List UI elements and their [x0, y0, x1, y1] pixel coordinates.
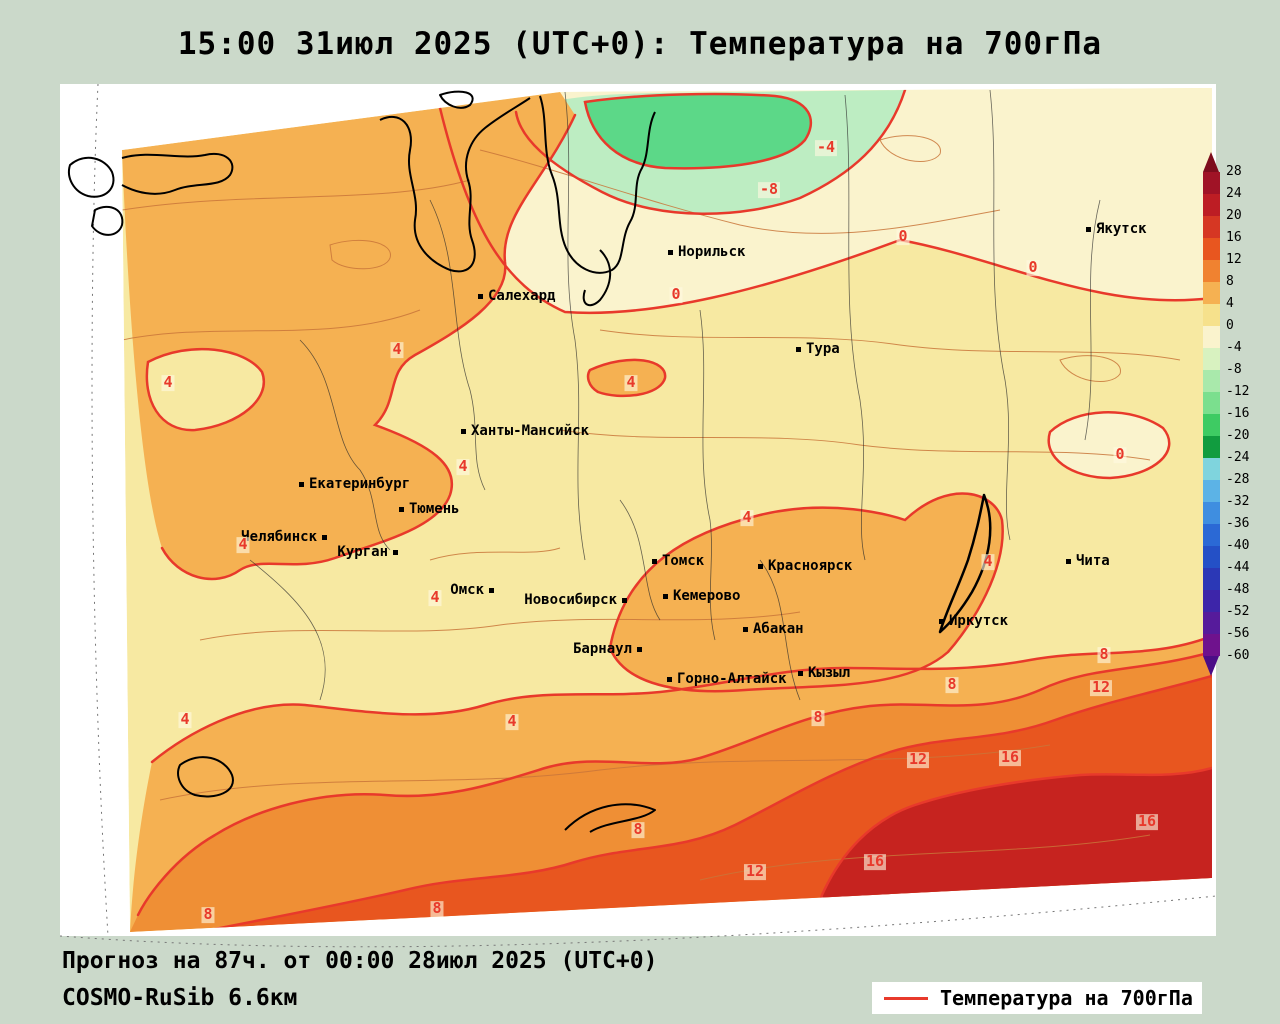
colorbar-segment	[1203, 348, 1220, 370]
colorbar-segment	[1203, 436, 1220, 458]
page-title: 15:00 31июл 2025 (UTC+0): Температура на…	[177, 26, 1103, 62]
colorbar-segment	[1203, 392, 1220, 414]
colorbar-segment	[1203, 524, 1220, 546]
colorbar-labels: 28 24 20 16 12 8 4 0 -4 -8 -12 -16 -20 -24 -28 -32 -36 -4…	[1226, 161, 1249, 667]
coastline-taz-bay	[539, 95, 656, 274]
band-minus4-0-east-pocket	[1048, 412, 1170, 478]
colorbar-tick-label: 24	[1226, 186, 1242, 201]
band-4-8-west	[122, 92, 575, 579]
major-contours	[136, 88, 1212, 932]
colorbar-tick-label: -20	[1226, 428, 1250, 443]
colorbar-segment	[1203, 612, 1220, 634]
colorbar-segment	[1203, 458, 1220, 480]
colorbar-segment	[1203, 172, 1220, 194]
band-below-minus8	[585, 94, 811, 169]
colorbar-tick-label: -36	[1226, 516, 1250, 531]
colorbar-tick-label: 28	[1226, 164, 1242, 179]
colorbar-segment	[1203, 634, 1220, 656]
coastline-west-edge	[121, 152, 234, 195]
legend-label: Температура на 700гПа	[940, 986, 1193, 1010]
colorbar-tick-label: -28	[1226, 472, 1250, 487]
model-domain	[122, 88, 1212, 932]
footer-model-line: COSMO-RuSib 6.6км	[62, 985, 298, 1011]
colorbar-tick-label: 16	[1226, 230, 1242, 245]
colorbar-segment	[1203, 590, 1220, 612]
minor-contours	[122, 135, 1181, 881]
colorbar-segment	[1203, 326, 1220, 348]
colorbar-segment	[1203, 370, 1220, 392]
footer-forecast-line: Прогноз на 87ч. от 00:00 28июл 2025 (UTC…	[62, 948, 658, 974]
colorbar-segment	[1203, 238, 1220, 260]
coastline-inlet	[582, 249, 612, 307]
colorbar-tick-label: -32	[1226, 494, 1250, 509]
colorbar-segments	[1203, 172, 1220, 656]
coastline-island-nw2	[91, 205, 124, 236]
colorbar-bottom-arrow	[1203, 656, 1219, 676]
lake-baikal	[938, 493, 992, 634]
band-0-4-west-pocket	[146, 349, 264, 431]
coastline-island-nw	[68, 156, 115, 198]
colorbar-segment	[1203, 260, 1220, 282]
colorbar-tick-label: -4	[1226, 340, 1242, 355]
graticule	[59, 83, 1217, 948]
colorbar-segment	[1203, 194, 1220, 216]
coastline-island	[439, 90, 474, 109]
colorbar-segment	[1203, 304, 1220, 326]
colorbar-tick-label: -16	[1226, 406, 1250, 421]
region-borders	[249, 89, 1101, 701]
colorbar-segment	[1203, 282, 1220, 304]
colorbar-tick-label: -40	[1226, 538, 1250, 553]
colorbar-tick-label: 4	[1226, 296, 1234, 311]
colorbar-tick-label: -60	[1226, 648, 1250, 663]
colorbar-tick-label: -8	[1226, 362, 1242, 377]
colorbar-segment	[1203, 414, 1220, 436]
colorbar-segment	[1203, 546, 1220, 568]
lake-altai	[564, 803, 656, 833]
colorbar	[1203, 152, 1220, 676]
colorbar-segment	[1203, 216, 1220, 238]
coastlines	[68, 90, 992, 833]
band-4-8-tongue	[610, 493, 1003, 692]
colorbar-tick-label: 0	[1226, 318, 1234, 333]
colorbar-top-arrow	[1203, 152, 1219, 172]
coastline-ob-bay	[379, 97, 531, 273]
map-legend: Температура на 700гПа	[872, 982, 1202, 1014]
colorbar-segment	[1203, 568, 1220, 590]
colorbar-tick-label: -24	[1226, 450, 1250, 465]
colorbar-tick-label: 8	[1226, 274, 1234, 289]
colorbar-tick-label: -44	[1226, 560, 1250, 575]
colorbar-tick-label: -12	[1226, 384, 1250, 399]
colorbar-tick-label: 12	[1226, 252, 1242, 267]
colorbar-tick-label: -48	[1226, 582, 1250, 597]
colorbar-segment	[1203, 502, 1220, 524]
colorbar-tick-label: 20	[1226, 208, 1242, 223]
colorbar-segment	[1203, 480, 1220, 502]
lake-southwest	[177, 756, 234, 798]
legend-line-sample	[884, 996, 928, 1000]
colorbar-tick-label: -56	[1226, 626, 1250, 641]
colorbar-tick-label: -52	[1226, 604, 1250, 619]
